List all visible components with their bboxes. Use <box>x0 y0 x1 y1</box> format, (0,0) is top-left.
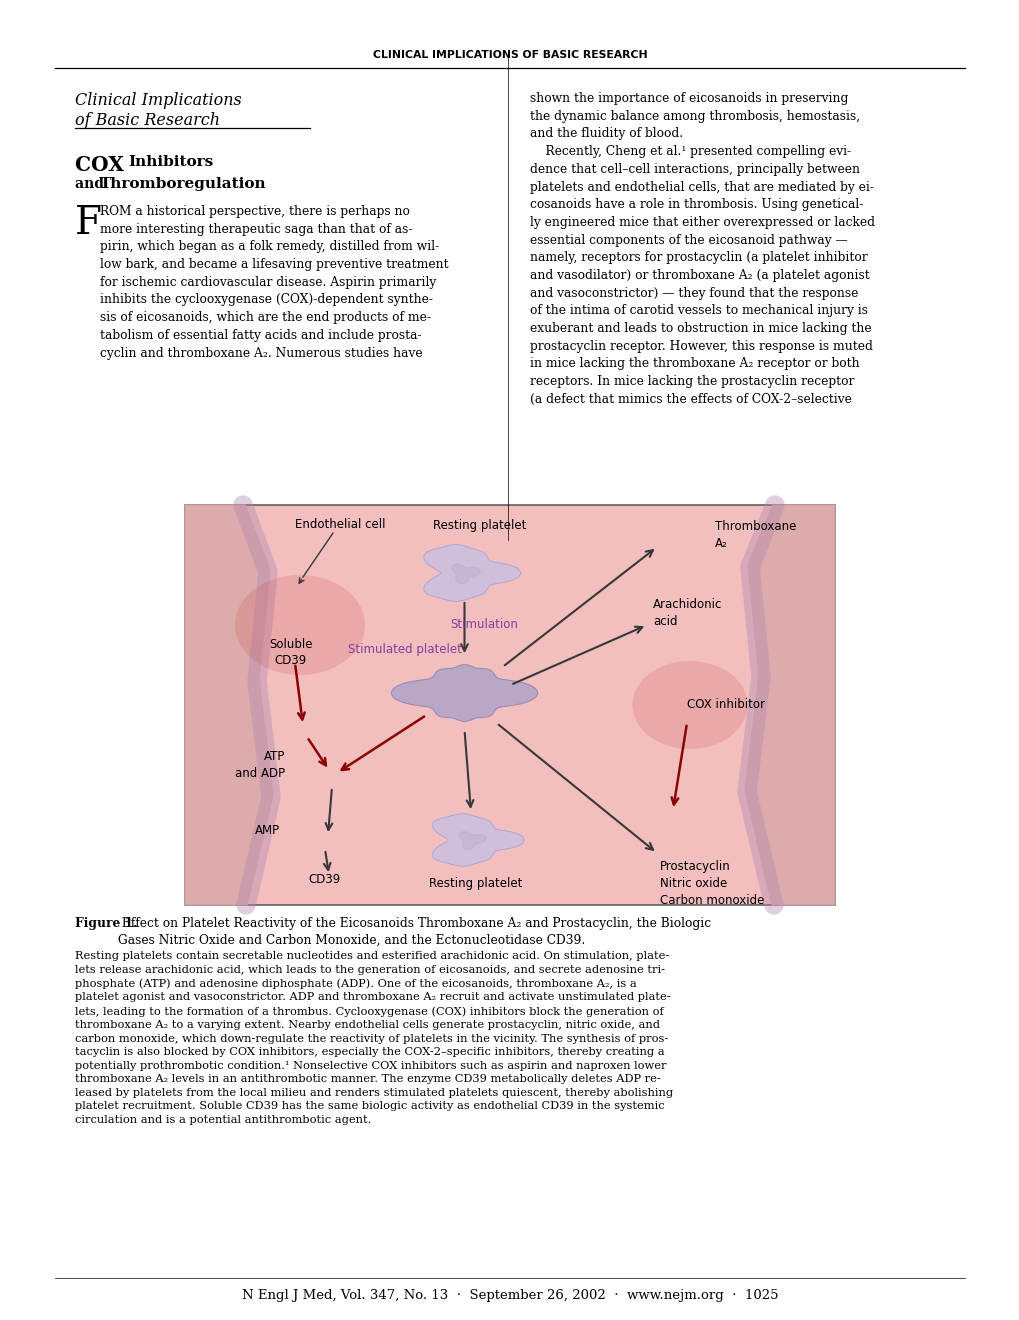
Text: of Basic Research: of Basic Research <box>75 112 220 129</box>
Text: Endothelial cell: Endothelial cell <box>294 519 385 532</box>
Polygon shape <box>184 506 273 906</box>
Polygon shape <box>391 665 537 721</box>
Text: Resting platelets contain secretable nucleotides and esterified arachidonic acid: Resting platelets contain secretable nuc… <box>75 950 673 1125</box>
Text: Thromboxane
A₂: Thromboxane A₂ <box>714 520 796 549</box>
Text: CLINICAL IMPLICATIONS OF BASIC RESEARCH: CLINICAL IMPLICATIONS OF BASIC RESEARCH <box>372 50 647 59</box>
Text: AMP: AMP <box>255 825 280 837</box>
Text: Arachidonic
acid: Arachidonic acid <box>652 598 721 628</box>
Ellipse shape <box>234 576 365 675</box>
Text: Effect on Platelet Reactivity of the Eicosanoids Thromboxane A₂ and Prostacyclin: Effect on Platelet Reactivity of the Eic… <box>118 917 710 946</box>
Text: Prostacyclin
Nitric oxide
Carbon monoxide: Prostacyclin Nitric oxide Carbon monoxid… <box>659 861 763 907</box>
Text: Resting platelet: Resting platelet <box>432 519 526 532</box>
Polygon shape <box>432 813 524 866</box>
Text: N Engl J Med, Vol. 347, No. 13  ·  September 26, 2002  ·  www.nejm.org  ·  1025: N Engl J Med, Vol. 347, No. 13 · Septemb… <box>242 1288 777 1302</box>
Text: and: and <box>75 177 109 191</box>
Ellipse shape <box>632 661 747 748</box>
Text: shown the importance of eicosanoids in preserving
the dynamic balance among thro: shown the importance of eicosanoids in p… <box>530 92 874 405</box>
Text: Resting platelet: Resting platelet <box>429 876 522 890</box>
Text: COX: COX <box>75 154 130 176</box>
Text: Clinical Implications: Clinical Implications <box>75 92 242 110</box>
Text: CD39: CD39 <box>309 873 340 886</box>
Text: Soluble
CD39: Soluble CD39 <box>269 639 313 668</box>
Text: ROM a historical perspective, there is perhaps no
more interesting therapeutic s: ROM a historical perspective, there is p… <box>100 205 448 359</box>
Text: Stimulation: Stimulation <box>450 619 518 631</box>
Polygon shape <box>744 506 835 906</box>
Text: Stimulated platelet: Stimulated platelet <box>347 643 461 656</box>
Polygon shape <box>451 564 480 583</box>
Text: Figure 1.: Figure 1. <box>75 917 138 931</box>
Text: Thromboregulation: Thromboregulation <box>100 177 266 191</box>
Polygon shape <box>459 832 485 850</box>
Text: COX inhibitor: COX inhibitor <box>687 698 764 711</box>
Text: F: F <box>75 205 102 242</box>
FancyBboxPatch shape <box>184 506 835 906</box>
Text: Inhibitors: Inhibitors <box>127 154 213 169</box>
Polygon shape <box>424 545 520 602</box>
Text: ATP
and ADP: ATP and ADP <box>234 750 284 780</box>
